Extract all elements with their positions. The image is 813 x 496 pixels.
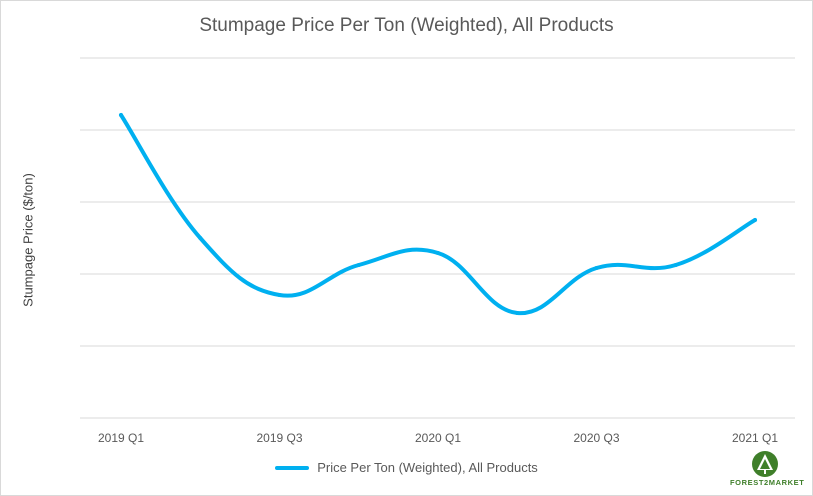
data-point bbox=[356, 263, 361, 267]
data-point bbox=[198, 236, 203, 240]
x-tick-label: 2020 Q3 bbox=[573, 431, 619, 445]
x-tick-label: 2019 Q1 bbox=[98, 431, 144, 445]
x-tick-label: 2021 Q1 bbox=[732, 431, 778, 445]
chart-title: Stumpage Price Per Ton (Weighted), All P… bbox=[199, 15, 614, 36]
data-point bbox=[277, 293, 282, 297]
data-point bbox=[594, 266, 599, 270]
data-point bbox=[436, 251, 440, 255]
legend-label: Price Per Ton (Weighted), All Products bbox=[317, 460, 538, 475]
x-tick-label: 2020 Q1 bbox=[415, 431, 461, 445]
data-point bbox=[753, 218, 757, 222]
forest2market-logo: FOREST2MARKET bbox=[730, 450, 805, 490]
x-tick-labels: 2019 Q1 2019 Q3 2020 Q1 2020 Q3 2021 Q1 bbox=[98, 431, 778, 445]
x-tick-label: 2019 Q3 bbox=[256, 431, 302, 445]
data-point bbox=[119, 113, 123, 117]
gridlines bbox=[80, 57, 795, 419]
series-line bbox=[119, 113, 757, 316]
data-point bbox=[515, 311, 520, 315]
legend-swatch bbox=[275, 465, 310, 470]
logo-text: FOREST2MARKET bbox=[730, 478, 805, 487]
tree-logo-icon bbox=[752, 451, 778, 477]
data-point bbox=[673, 263, 678, 267]
series-layer bbox=[119, 113, 757, 316]
legend: Price Per Ton (Weighted), All Products bbox=[0, 460, 813, 475]
